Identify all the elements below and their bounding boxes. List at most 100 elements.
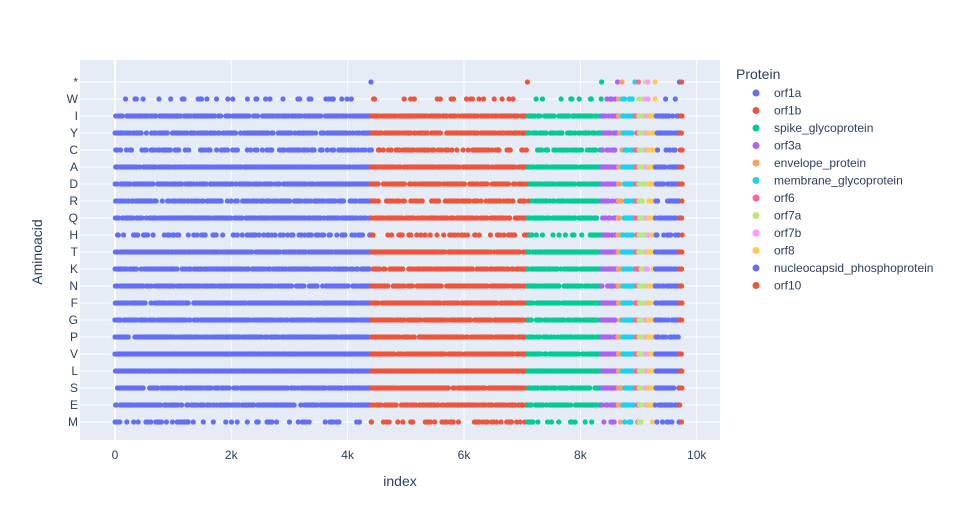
data-point (281, 147, 287, 153)
data-point (408, 232, 414, 238)
data-points (112, 79, 685, 425)
data-point (198, 96, 205, 102)
data-point (288, 130, 294, 136)
data-point (313, 130, 319, 136)
data-point (269, 147, 275, 153)
data-point (515, 113, 521, 119)
data-point (128, 147, 135, 153)
data-point (176, 147, 182, 153)
data-point (388, 147, 394, 153)
data-point (185, 232, 191, 238)
data-point (168, 96, 174, 102)
data-point (411, 334, 417, 340)
data-point (308, 96, 314, 102)
data-point (543, 130, 549, 136)
data-point (244, 96, 250, 102)
data-point (133, 266, 139, 272)
data-point (679, 368, 685, 374)
data-point (224, 147, 230, 153)
data-point (437, 96, 443, 102)
data-point (454, 147, 460, 153)
data-point (640, 198, 646, 204)
data-point (254, 96, 260, 102)
data-point (588, 96, 594, 102)
data-point (569, 96, 575, 102)
data-point (636, 96, 642, 102)
data-point (344, 96, 350, 102)
data-point (615, 96, 622, 102)
data-point (679, 266, 685, 272)
data-point (254, 198, 260, 204)
data-point (521, 198, 528, 204)
data-point (224, 198, 230, 204)
data-point (184, 130, 190, 136)
data-point (334, 232, 340, 238)
data-point (506, 181, 512, 187)
data-point (669, 113, 676, 119)
data-point (342, 232, 348, 238)
data-point (662, 164, 668, 170)
data-point (270, 130, 276, 136)
data-point (456, 164, 462, 170)
data-point (537, 113, 543, 119)
data-point (410, 283, 416, 289)
data-point (545, 147, 551, 153)
data-point (194, 232, 200, 238)
data-point (259, 147, 265, 153)
data-point (360, 232, 366, 238)
data-point (150, 232, 156, 238)
data-point (330, 96, 336, 102)
data-point (424, 130, 430, 136)
data-point (506, 96, 512, 102)
data-point (427, 232, 433, 238)
data-point (125, 334, 131, 340)
data-point (599, 147, 606, 153)
data-point (461, 181, 468, 187)
data-point (213, 232, 219, 238)
data-point (298, 198, 304, 204)
data-point (645, 96, 651, 102)
data-point (280, 96, 286, 102)
data-point (401, 96, 407, 102)
data-point (474, 130, 481, 136)
data-point (672, 96, 678, 102)
data-point (143, 130, 149, 136)
data-point (465, 147, 471, 153)
data-point (629, 130, 635, 136)
data-point (234, 198, 240, 204)
data-point (484, 181, 490, 187)
data-point (119, 113, 125, 119)
data-point (629, 96, 635, 102)
data-point (226, 113, 232, 119)
data-point (592, 147, 599, 153)
data-point (476, 96, 482, 102)
data-point (318, 113, 324, 119)
data-point (436, 198, 442, 204)
data-point (679, 249, 685, 255)
data-point (551, 198, 557, 204)
data-point (226, 385, 232, 391)
data-point (467, 198, 473, 204)
data-point (339, 96, 345, 102)
data-point (496, 147, 502, 153)
data-point (355, 147, 361, 153)
data-point (558, 96, 564, 102)
data-point (642, 181, 648, 187)
data-point (401, 198, 407, 204)
data-point (678, 351, 684, 357)
data-point (211, 113, 218, 119)
data-point (176, 232, 182, 238)
data-point (234, 232, 240, 238)
data-point (207, 147, 213, 153)
data-point (319, 147, 325, 153)
data-point (624, 147, 630, 153)
data-point (121, 232, 127, 238)
data-point (559, 130, 565, 136)
data-point (133, 96, 139, 102)
data-point (438, 147, 444, 153)
data-point (617, 181, 623, 187)
data-point (411, 96, 417, 102)
data-point (375, 198, 381, 204)
data-point (507, 215, 513, 221)
data-point (533, 232, 539, 238)
